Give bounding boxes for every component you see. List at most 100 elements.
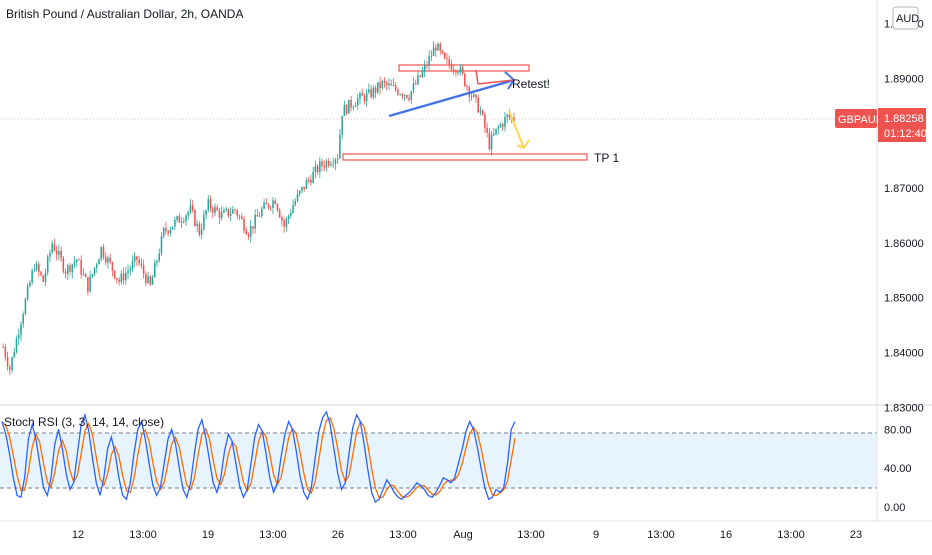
candle[interactable] <box>96 262 98 273</box>
candle[interactable] <box>84 272 87 278</box>
candle[interactable] <box>78 257 80 261</box>
candle[interactable] <box>64 268 67 279</box>
candle[interactable] <box>497 124 500 135</box>
candle[interactable] <box>423 60 426 78</box>
candle[interactable] <box>229 207 232 222</box>
candle[interactable] <box>254 209 256 234</box>
candle[interactable] <box>185 213 187 226</box>
candle[interactable] <box>82 268 85 276</box>
candle[interactable] <box>325 158 328 172</box>
candle[interactable] <box>4 344 7 361</box>
candle[interactable] <box>154 259 156 278</box>
candle[interactable] <box>495 128 497 137</box>
candle[interactable] <box>381 79 384 91</box>
candle[interactable] <box>385 80 388 91</box>
candle[interactable] <box>296 189 299 203</box>
candle[interactable] <box>51 240 53 255</box>
candle[interactable] <box>261 205 263 218</box>
candle[interactable] <box>406 94 408 99</box>
candle[interactable] <box>314 160 317 179</box>
candle[interactable] <box>207 194 210 213</box>
time-tick-label[interactable]: 13:00 <box>517 529 545 541</box>
candle[interactable] <box>147 271 149 284</box>
candle[interactable] <box>301 186 303 194</box>
candle[interactable] <box>220 206 223 221</box>
candle[interactable] <box>408 94 410 102</box>
candle[interactable] <box>38 261 40 277</box>
candle[interactable] <box>156 259 158 268</box>
time-tick-label[interactable]: Aug <box>453 529 473 541</box>
candle[interactable] <box>441 49 444 55</box>
candle[interactable] <box>281 215 283 227</box>
drop-path-line[interactable] <box>475 69 479 85</box>
candle[interactable] <box>327 158 330 169</box>
candle[interactable] <box>174 216 176 231</box>
candle[interactable] <box>73 256 76 269</box>
retest-label[interactable]: Retest! <box>512 77 550 91</box>
time-tick-label[interactable]: 26 <box>332 529 344 541</box>
time-tick-label[interactable]: 13:00 <box>777 529 805 541</box>
candle[interactable] <box>397 87 399 97</box>
candle[interactable] <box>234 208 236 214</box>
candle[interactable] <box>450 59 453 71</box>
candle[interactable] <box>428 50 430 71</box>
candle[interactable] <box>120 270 123 285</box>
candle[interactable] <box>26 283 29 301</box>
candle[interactable] <box>417 71 419 86</box>
price-tick-label[interactable]: 1.87000 <box>884 183 924 195</box>
candle[interactable] <box>17 328 20 345</box>
candle[interactable] <box>341 115 343 140</box>
candle[interactable] <box>203 210 205 231</box>
candle[interactable] <box>62 256 65 274</box>
candle[interactable] <box>412 77 415 94</box>
candle[interactable] <box>60 246 62 262</box>
candle[interactable] <box>388 78 390 90</box>
candle[interactable] <box>167 230 169 237</box>
candle[interactable] <box>118 277 120 286</box>
candle[interactable] <box>285 216 288 232</box>
candle[interactable] <box>142 259 145 279</box>
candle[interactable] <box>122 267 125 285</box>
candle[interactable] <box>504 111 506 132</box>
candle[interactable] <box>100 246 103 262</box>
candle[interactable] <box>252 226 254 235</box>
candle[interactable] <box>180 217 183 229</box>
candle[interactable] <box>466 83 468 91</box>
stoch-rsi-lines[interactable] <box>1 410 516 504</box>
candle[interactable] <box>243 215 245 234</box>
candle[interactable] <box>499 122 502 128</box>
candle[interactable] <box>272 197 274 215</box>
time-tick-label[interactable]: 16 <box>720 529 732 541</box>
candle[interactable] <box>218 208 221 225</box>
candle[interactable] <box>419 74 421 78</box>
candle[interactable] <box>343 100 346 116</box>
candle[interactable] <box>198 221 201 237</box>
candle[interactable] <box>265 198 268 205</box>
candle[interactable] <box>432 41 435 57</box>
candle[interactable] <box>125 267 127 285</box>
candle[interactable] <box>472 93 475 98</box>
candle[interactable] <box>165 222 167 235</box>
candle[interactable] <box>486 122 488 138</box>
candle[interactable] <box>319 156 321 178</box>
candle[interactable] <box>171 226 174 230</box>
indicator-tick-label[interactable]: 40.00 <box>884 463 912 475</box>
candle[interactable] <box>475 93 477 103</box>
price-tick-label[interactable]: 1.85000 <box>884 293 924 305</box>
candle[interactable] <box>2 343 4 348</box>
candle[interactable] <box>359 91 361 105</box>
candle[interactable] <box>421 67 424 79</box>
candle[interactable] <box>80 255 82 280</box>
candle[interactable] <box>216 204 219 212</box>
candle[interactable] <box>162 226 165 239</box>
candle[interactable] <box>145 271 147 287</box>
time-tick-label[interactable]: 23 <box>850 529 862 541</box>
candle[interactable] <box>501 122 504 131</box>
candle[interactable] <box>238 214 241 221</box>
time-tick-label[interactable]: 12 <box>72 529 84 541</box>
candle[interactable] <box>189 199 192 215</box>
candle[interactable] <box>278 208 281 219</box>
candle[interactable] <box>368 83 370 95</box>
candle[interactable] <box>127 264 129 279</box>
